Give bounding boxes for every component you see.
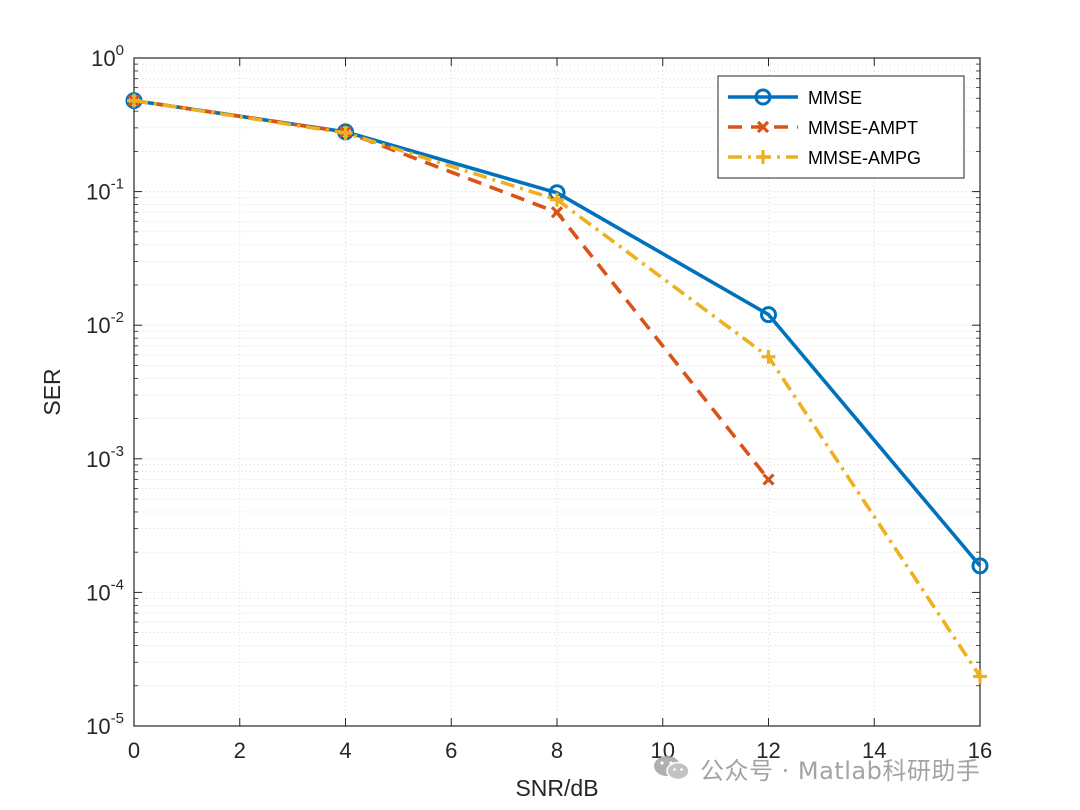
- x-tick-label: 4: [339, 738, 351, 763]
- y-tick-label: 10-2: [86, 309, 124, 338]
- legend-item: MMSE-AMPT: [728, 118, 918, 138]
- x-tick-labels: 0 2 4 6 8 10 12 14 16: [128, 738, 992, 763]
- data-point: [127, 93, 141, 108]
- data-point: [762, 473, 775, 486]
- watermark: 公众号 · Matlab科研助手: [652, 750, 980, 786]
- x-tick-label: 8: [551, 738, 563, 763]
- y-tick-label: 10-1: [86, 176, 124, 205]
- marker-stroke: [756, 120, 770, 134]
- legend-label: MMSE-AMPT: [808, 118, 918, 138]
- data-point: [550, 206, 564, 219]
- legend-marker: [756, 150, 770, 164]
- y-tick-labels: 100 10-1 10-2 10-3 10-4 10-5: [86, 42, 124, 739]
- x-tick-label: 0: [128, 738, 140, 763]
- y-tick-label: 100: [91, 42, 124, 71]
- data-point: [550, 192, 564, 207]
- x-tick-label: 14: [862, 738, 886, 763]
- legend: MMSE MMSE-AMPT MMSE-AMPG: [717, 75, 965, 179]
- data-point: [971, 557, 989, 575]
- legend-marker: [756, 120, 770, 134]
- legend-label: MMSE: [808, 88, 862, 108]
- wechat-icon: [654, 756, 690, 781]
- x-axis-label: SNR/dB: [515, 775, 598, 801]
- data-point: [973, 669, 987, 684]
- data-point: [761, 349, 776, 364]
- data-point: [338, 125, 353, 140]
- legend-label: MMSE-AMPG: [808, 148, 921, 168]
- marker-stroke: [762, 473, 775, 486]
- y-tick-label: 10-3: [86, 443, 124, 472]
- legend-item: MMSE-AMPG: [728, 148, 921, 168]
- series-layer: [125, 92, 989, 684]
- legend-marker: [754, 88, 772, 106]
- x-tick-label: 2: [234, 738, 246, 763]
- x-tick-label: 6: [445, 738, 457, 763]
- tick-marks: [133, 57, 981, 727]
- y-tick-label: 10-4: [86, 576, 124, 605]
- x-tick-label: 16: [968, 738, 992, 763]
- y-tick-label: 10-5: [86, 710, 124, 739]
- series-mmse-ampg: [127, 93, 987, 684]
- series-line: [133, 98, 770, 481]
- x-tick-label: 12: [756, 738, 780, 763]
- y-axis-label: SER: [39, 368, 65, 415]
- marker-stroke: [550, 206, 564, 219]
- watermark-text: 公众号 · Matlab科研助手: [700, 756, 981, 785]
- legend-item: MMSE: [728, 88, 862, 108]
- data-point: [760, 306, 777, 324]
